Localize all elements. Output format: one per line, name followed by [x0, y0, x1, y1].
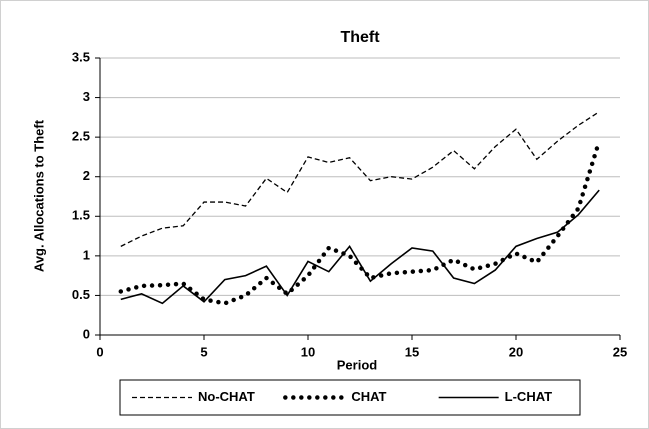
chart-title: Theft [340, 29, 380, 46]
y-tick-label: 3.5 [72, 49, 90, 64]
y-tick-label: 1.5 [72, 208, 90, 223]
y-tick-label: 3 [83, 89, 90, 104]
line-series [118, 138, 602, 306]
line-series [120, 111, 600, 247]
legend-label: No-CHAT [198, 389, 255, 404]
y-tick-label: 0 [83, 326, 90, 341]
y-tick-label: 2 [83, 168, 90, 183]
x-tick-label: 25 [613, 344, 627, 359]
x-tick-label: 15 [405, 344, 419, 359]
y-tick-label: 0.5 [72, 287, 90, 302]
legend-box [119, 379, 581, 416]
legend-label: L-CHAT [505, 389, 552, 404]
x-tick-label: 20 [509, 344, 523, 359]
y-axis-label: Avg. Allocations to Theft [31, 119, 46, 272]
legend-label: CHAT [351, 389, 386, 404]
x-tick-label: 5 [200, 344, 207, 359]
y-tick-label: 2.5 [72, 129, 90, 144]
x-tick-label: 0 [96, 344, 103, 359]
x-axis-label: Period [337, 357, 378, 372]
y-tick-label: 1 [83, 247, 90, 262]
x-tick-label: 10 [301, 344, 315, 359]
line-series [120, 189, 600, 305]
